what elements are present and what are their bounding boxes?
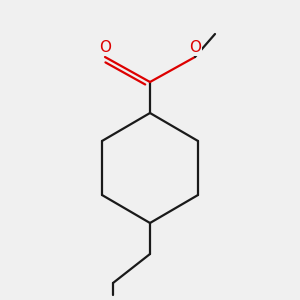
Text: O: O <box>189 40 201 55</box>
Text: O: O <box>99 40 111 55</box>
